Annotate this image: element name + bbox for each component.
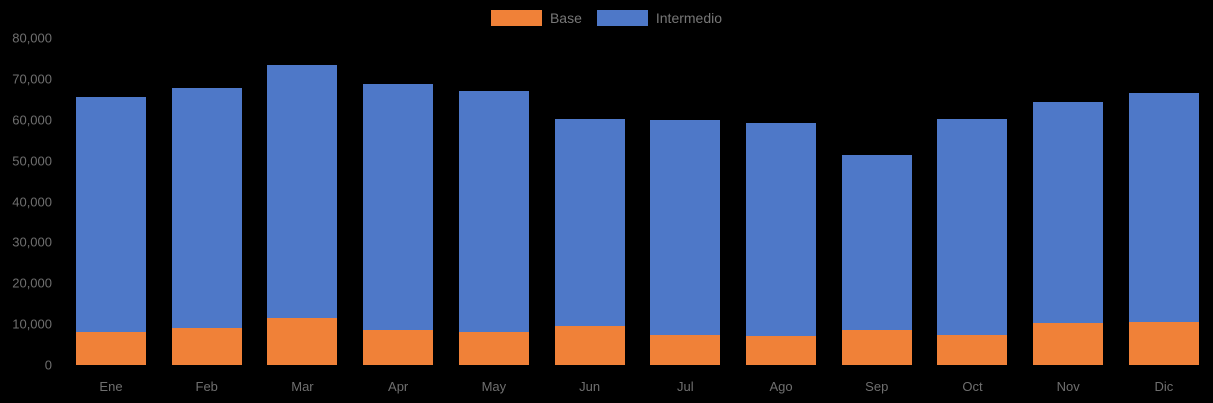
x-axis-label: Apr bbox=[388, 379, 409, 394]
bars-container: Ene Feb Mar Apr May Jun Jul Ago Sep Oct Nov Dic bbox=[60, 38, 1213, 394]
x-axis-label: Jul bbox=[677, 379, 694, 394]
bar-segment-intermedio bbox=[171, 87, 242, 329]
bar-segment-intermedio bbox=[363, 84, 434, 330]
x-axis-label: Jun bbox=[579, 379, 601, 394]
x-axis-label: Feb bbox=[195, 379, 218, 394]
legend-label-base: Base bbox=[549, 10, 582, 26]
bar-column-mar: Mar bbox=[267, 38, 338, 394]
y-axis-tick-label: 30,000 bbox=[12, 234, 52, 250]
legend-item-intermedio: Intermedio bbox=[596, 10, 723, 26]
bar-column-ene: Ene bbox=[76, 38, 146, 394]
bar-column-feb: Feb bbox=[171, 38, 242, 394]
x-axis-label: Oct bbox=[962, 379, 983, 394]
legend-item-base: Base bbox=[490, 10, 582, 26]
bar-segment-base bbox=[841, 329, 912, 365]
bar-segment-intermedio bbox=[841, 154, 912, 330]
bar-segment-base bbox=[267, 318, 338, 365]
bar-column-jun: Jun bbox=[554, 38, 625, 394]
y-axis-tick-label: 60,000 bbox=[12, 112, 52, 128]
legend-swatch-intermedio-icon bbox=[596, 10, 648, 26]
y-axis-tick-label: 80,000 bbox=[12, 30, 52, 46]
y-axis-tick-label: 50,000 bbox=[12, 153, 52, 169]
bar-segment-base bbox=[171, 328, 242, 365]
bar-column-jul: Jul bbox=[650, 38, 721, 394]
bar-segment-intermedio bbox=[76, 97, 146, 333]
y-axis-tick-label: 10,000 bbox=[12, 316, 52, 332]
legend-swatch-base-icon bbox=[490, 10, 542, 26]
y-axis: 0 10,000 20,000 30,000 40,000 50,000 60,000 70,… bbox=[0, 31, 52, 373]
bar-segment-intermedio bbox=[458, 91, 529, 332]
bar-column-may: May bbox=[458, 38, 529, 394]
x-axis-label: Mar bbox=[291, 379, 314, 394]
x-axis-label: Nov bbox=[1056, 379, 1080, 394]
bar-segment-intermedio bbox=[1033, 101, 1104, 323]
y-axis-tick-label: 70,000 bbox=[12, 71, 52, 87]
bar-segment-base bbox=[746, 335, 817, 365]
bar-column-oct: Oct bbox=[937, 38, 1008, 394]
bar-segment-base bbox=[1128, 321, 1199, 365]
bar-column-nov: Nov bbox=[1033, 38, 1104, 394]
x-axis-label: May bbox=[481, 379, 507, 394]
x-axis-label: Dic bbox=[1154, 379, 1174, 394]
bar-segment-intermedio bbox=[937, 118, 1008, 336]
legend-label-intermedio: Intermedio bbox=[655, 10, 723, 26]
bar-column-dic: Dic bbox=[1128, 38, 1199, 394]
x-axis-label: Sep bbox=[865, 379, 889, 394]
y-axis-tick-label: 40,000 bbox=[12, 194, 52, 209]
bar-column-sep: Sep bbox=[841, 38, 912, 394]
bar-segment-base bbox=[937, 335, 1008, 365]
bar-column-apr: Apr bbox=[363, 38, 434, 394]
bar-segment-intermedio bbox=[554, 118, 625, 327]
x-axis-label: Ago bbox=[769, 379, 793, 394]
bar-segment-base bbox=[650, 335, 721, 365]
legend: Base Intermedio bbox=[0, 10, 1213, 26]
bar-segment-intermedio bbox=[650, 120, 721, 336]
bar-segment-base bbox=[458, 331, 529, 365]
bar-segment-base bbox=[363, 329, 434, 365]
x-axis-label: Ene bbox=[99, 379, 123, 394]
bar-segment-base bbox=[1033, 322, 1104, 365]
bar-segment-base bbox=[76, 332, 146, 365]
bar-segment-base bbox=[554, 326, 625, 365]
bar-segment-intermedio bbox=[267, 64, 338, 319]
bar-segment-intermedio bbox=[1128, 92, 1199, 322]
plot-area: Ene Feb Mar Apr May Jun Jul Ago Sep Oct Nov Dic bbox=[60, 38, 1213, 394]
y-axis-tick-label: 0 bbox=[44, 357, 52, 373]
y-axis-tick-label: 20,000 bbox=[12, 275, 52, 291]
bar-segment-intermedio bbox=[746, 122, 817, 336]
bar-column-ago: Ago bbox=[746, 38, 817, 394]
